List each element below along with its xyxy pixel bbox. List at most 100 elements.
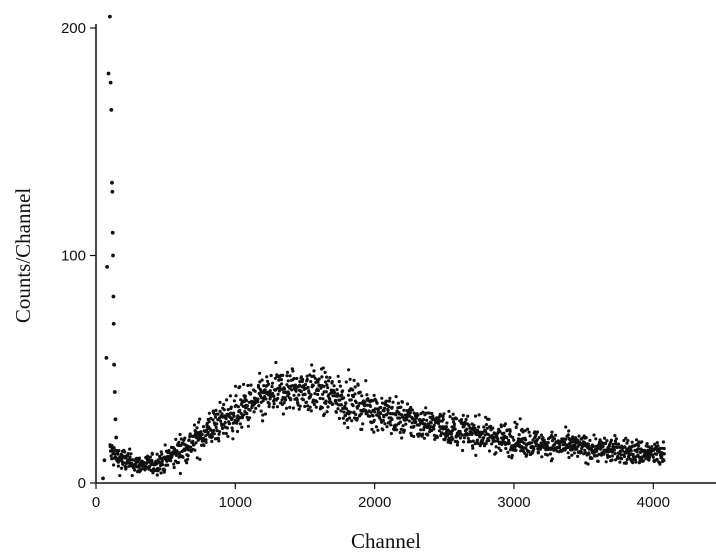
data-point — [432, 423, 436, 427]
data-point — [487, 449, 492, 453]
data-point — [414, 420, 418, 424]
data-point — [236, 405, 240, 409]
data-point — [471, 446, 475, 450]
data-point — [444, 425, 448, 429]
data-point — [197, 420, 201, 424]
data-point — [124, 462, 128, 466]
data-point — [363, 400, 367, 404]
data-point — [558, 443, 562, 447]
data-point — [317, 377, 321, 381]
data-point — [482, 425, 486, 429]
data-point — [586, 462, 590, 466]
data-point — [596, 447, 600, 451]
data-point — [624, 461, 628, 465]
data-point — [222, 402, 226, 407]
data-point — [381, 419, 385, 423]
data-point — [412, 411, 416, 415]
data-point-spike — [111, 321, 116, 326]
data-point — [277, 378, 281, 382]
data-point — [453, 427, 457, 431]
data-point — [172, 462, 176, 466]
data-point — [394, 413, 398, 417]
data-point — [160, 463, 165, 467]
data-point — [175, 449, 179, 453]
data-point — [376, 428, 380, 432]
data-point — [228, 394, 232, 398]
data-point — [351, 388, 355, 392]
data-point — [372, 418, 376, 422]
data-point — [473, 426, 477, 431]
data-point — [253, 389, 257, 393]
data-point — [353, 385, 357, 389]
data-point — [588, 438, 592, 442]
data-point — [381, 428, 385, 432]
data-point — [354, 412, 358, 417]
data-point — [552, 437, 557, 441]
data-point — [303, 404, 307, 408]
data-point — [389, 423, 393, 427]
data-point — [322, 384, 326, 388]
data-point — [215, 429, 219, 433]
data-point — [160, 459, 164, 463]
data-point — [229, 405, 233, 409]
data-point — [421, 432, 425, 436]
data-point — [186, 457, 190, 461]
data-point — [587, 452, 591, 456]
data-point — [629, 449, 633, 453]
data-point — [280, 382, 284, 386]
data-point — [220, 426, 225, 430]
data-point — [463, 420, 467, 424]
data-point — [298, 383, 302, 387]
data-point — [398, 420, 402, 424]
data-point — [343, 404, 347, 408]
data-point — [337, 379, 341, 384]
data-point — [494, 451, 498, 455]
data-point — [195, 426, 199, 430]
data-point — [461, 413, 465, 417]
data-point — [227, 422, 232, 426]
data-point — [661, 440, 666, 444]
data-point — [254, 406, 258, 410]
data-point — [299, 375, 303, 379]
data-point — [523, 429, 527, 433]
data-point — [258, 380, 262, 384]
data-point — [421, 410, 425, 414]
data-point — [360, 427, 364, 431]
data-point — [624, 436, 628, 440]
data-point — [289, 397, 293, 401]
data-point-spike — [106, 71, 111, 76]
data-point — [324, 399, 328, 403]
data-point — [614, 442, 618, 446]
data-point — [295, 398, 299, 402]
data-point — [474, 453, 478, 457]
data-point — [188, 432, 192, 436]
data-point — [466, 414, 470, 418]
data-point — [440, 431, 444, 435]
data-point — [473, 414, 478, 418]
data-point — [360, 394, 364, 398]
data-point — [530, 441, 534, 445]
data-point — [519, 449, 523, 453]
data-point — [272, 394, 276, 398]
data-point — [277, 389, 281, 393]
data-point — [297, 393, 301, 397]
data-point — [354, 400, 358, 405]
data-point — [505, 436, 509, 440]
data-point — [472, 423, 476, 427]
data-point — [334, 410, 338, 414]
x-axis-label: Channel — [351, 529, 421, 553]
data-point — [116, 464, 120, 468]
data-point — [540, 455, 544, 459]
data-point — [150, 458, 154, 463]
data-point — [417, 432, 421, 436]
data-point — [212, 432, 216, 436]
data-point — [660, 454, 664, 458]
data-point — [640, 440, 644, 444]
data-point — [325, 383, 329, 387]
data-point — [326, 386, 330, 390]
data-point — [321, 397, 325, 401]
data-point — [207, 420, 211, 424]
data-point — [590, 456, 594, 460]
data-point — [260, 396, 264, 400]
data-point — [578, 441, 582, 445]
